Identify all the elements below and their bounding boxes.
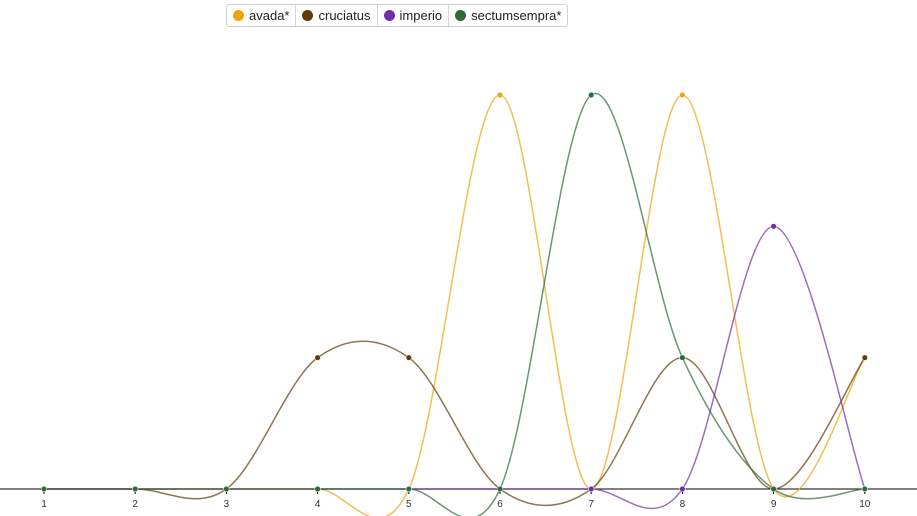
series-avada [40,91,868,516]
legend-item-sectumsempra[interactable]: sectumsempra* [449,5,567,26]
data-point-imperio [770,223,777,230]
legend-label-imperio: imperio [399,8,443,23]
data-point-sectumsempra [496,485,504,493]
legend-label-cruciatus: cruciatus [318,8,371,23]
x-tick-label: 5 [406,499,412,510]
x-tick-label: 4 [315,499,321,510]
data-point-sectumsempra [861,485,868,493]
legend-item-avada[interactable]: avada* [227,5,297,26]
legend-label-avada: avada* [249,8,290,23]
data-point-imperio [679,485,686,493]
x-tick-label: 9 [771,499,777,510]
series-sectumsempra [40,91,868,516]
legend-swatch-cruciatus [302,10,314,21]
series-line-sectumsempra [44,92,865,516]
chart-legend: avada* cruciatus imperio sectumsempra* [226,4,569,27]
data-point-sectumsempra [223,485,230,493]
x-tick-label: 8 [680,499,686,510]
x-tick-label: 2 [132,499,138,510]
legend-swatch-imperio [383,10,395,21]
data-point-sectumsempra [588,91,595,99]
data-point-cruciatus [405,354,412,361]
x-tick-label: 6 [497,499,503,510]
data-point-cruciatus [314,354,321,361]
x-tick-label: 10 [859,499,871,510]
series-line-cruciatus [44,340,866,507]
legend-item-imperio[interactable]: imperio [378,5,450,26]
x-tick-label: 1 [41,499,47,510]
x-tick-label: 3 [224,499,230,510]
data-point-sectumsempra [132,485,139,493]
data-point-avada [679,91,686,99]
x-tick-label: 7 [588,499,594,510]
legend-label-sectumsempra: sectumsempra* [471,8,562,23]
data-point-avada [496,91,504,99]
data-point-cruciatus [861,354,868,361]
data-point-sectumsempra [314,485,321,493]
data-point-sectumsempra [770,485,777,493]
data-point-imperio [588,485,595,493]
data-point-sectumsempra [679,354,686,361]
data-point-sectumsempra [40,485,48,493]
legend-item-cruciatus[interactable]: cruciatus [296,5,378,26]
data-point-sectumsempra [405,485,412,493]
legend-swatch-sectumsempra [455,10,467,21]
legend-swatch-avada [233,10,244,21]
